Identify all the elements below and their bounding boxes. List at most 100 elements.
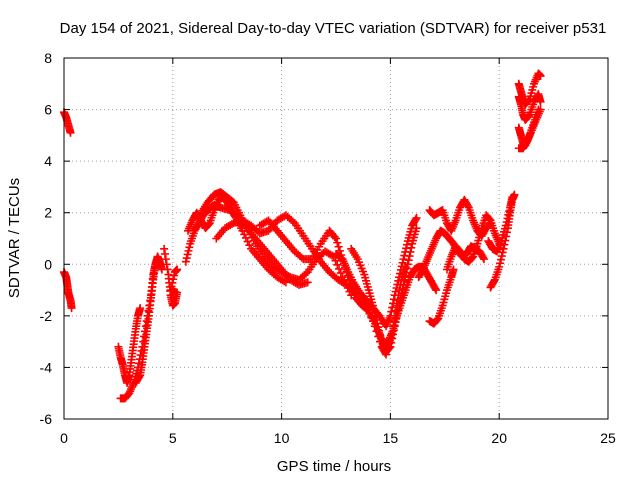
data-point [391, 287, 400, 296]
data-point [479, 255, 488, 264]
data-point [508, 193, 517, 202]
data-point [284, 272, 293, 281]
data-point [386, 342, 395, 351]
data-point [403, 260, 412, 269]
data-point [463, 202, 472, 211]
data-point [536, 97, 545, 106]
data-point [385, 343, 394, 352]
series-arc-20 [484, 193, 517, 256]
series-arc-3 [114, 304, 145, 387]
data-point [227, 220, 236, 229]
data-point [432, 286, 441, 295]
data-point [136, 304, 145, 313]
data-point [173, 265, 182, 274]
data-point [433, 315, 442, 324]
series-arc-6 [160, 244, 182, 310]
y-tick-label: 8 [44, 50, 52, 66]
data-point [389, 299, 398, 308]
data-point [496, 255, 505, 264]
data-point [389, 295, 398, 304]
data-point [160, 249, 169, 258]
data-point [280, 277, 289, 286]
data-point [387, 307, 396, 316]
data-point [485, 215, 494, 224]
data-point [303, 278, 312, 287]
data-point [161, 255, 170, 264]
x-tick-label: 20 [491, 430, 507, 446]
data-point [297, 253, 306, 262]
data-point [373, 319, 382, 328]
series-arc-11 [255, 216, 410, 351]
data-point [501, 221, 510, 230]
data-point [262, 217, 271, 226]
y-tick-label: 4 [44, 153, 52, 169]
data-point [505, 207, 514, 216]
x-tick-label: 25 [600, 430, 616, 446]
series-arc-5 [131, 260, 160, 387]
data-point [333, 238, 342, 247]
data-point [170, 271, 179, 280]
data-point [333, 260, 342, 269]
data-point [151, 260, 160, 269]
data-point [168, 278, 177, 287]
series-arc-8 [184, 193, 290, 287]
data-point [369, 305, 378, 314]
chart-title: Day 154 of 2021, Sidereal Day-to-day VTE… [60, 20, 607, 37]
data-point [398, 258, 407, 267]
data-point [388, 303, 397, 312]
data-point [479, 253, 488, 262]
data-point [372, 315, 381, 324]
data-point [67, 304, 76, 313]
plot-frame [63, 57, 609, 420]
data-point [182, 254, 191, 263]
data-point [397, 262, 406, 271]
y-tick-label: -4 [40, 359, 53, 375]
data-point [169, 275, 178, 284]
x-tick-label: 0 [60, 430, 68, 446]
data-point [504, 210, 513, 219]
data-point [370, 308, 379, 317]
data-point [66, 128, 75, 137]
data-point [498, 248, 507, 257]
data-point [331, 256, 340, 265]
data-point [534, 105, 543, 114]
data-point [245, 241, 254, 250]
y-tick-label: 6 [44, 102, 52, 118]
data-point [301, 269, 310, 278]
data-point [162, 260, 171, 269]
data-point [183, 250, 192, 259]
data-point [407, 243, 416, 252]
x-axis-label: GPS time / hours [277, 458, 391, 475]
data-point [412, 213, 421, 222]
data-point [163, 265, 172, 274]
series-arc-17 [425, 195, 495, 240]
data-point [405, 252, 414, 261]
data-point [411, 215, 420, 224]
data-point [376, 334, 385, 343]
data-point [330, 232, 339, 241]
y-tick-label: -2 [40, 308, 53, 324]
x-tick-label: 15 [383, 430, 399, 446]
y-tick-label: 0 [44, 256, 52, 272]
data-point [375, 326, 384, 335]
data-point [160, 244, 169, 253]
data-point [390, 291, 399, 300]
data-point [135, 372, 144, 381]
series-arc-15 [425, 265, 458, 328]
data-point [402, 240, 411, 249]
data-point [503, 214, 512, 223]
series-arc-24 [514, 105, 543, 150]
series-arc-14 [379, 262, 441, 349]
data-point [396, 265, 405, 274]
data-point [181, 257, 190, 266]
data-point [412, 224, 421, 233]
data-point [536, 72, 545, 81]
data-point [395, 269, 404, 278]
x-tick-label: 5 [169, 430, 177, 446]
data-point [336, 269, 345, 278]
data-point [243, 237, 252, 246]
y-tick-label: -6 [40, 411, 53, 427]
data-point [399, 255, 408, 264]
y-tick-label: 2 [44, 205, 52, 221]
